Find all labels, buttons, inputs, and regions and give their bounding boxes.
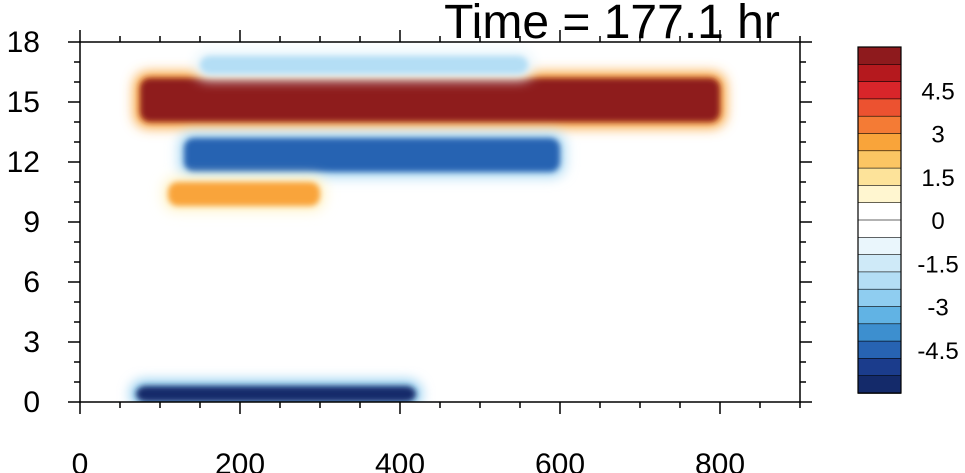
colorbar: 4.5 3 1.5 0 -1.5 -3 -4.5 xyxy=(857,46,959,394)
chart-title: Time = 177.1 hr xyxy=(444,0,780,49)
colorbar-segment xyxy=(857,323,902,342)
heatmap-feature xyxy=(136,386,416,402)
colorbar-segment xyxy=(857,115,902,135)
colorbar-segment xyxy=(857,254,902,273)
colorbar-segment xyxy=(857,340,902,360)
heatmap-feature xyxy=(140,78,720,122)
colorbar-label: -4.5 xyxy=(917,338,958,365)
y-tick-label: 0 xyxy=(23,386,40,419)
colorbar-segment xyxy=(857,202,902,221)
x-tick-label: 600 xyxy=(535,448,585,473)
x-tick-label: 0 xyxy=(72,448,89,473)
y-tick-label: 9 xyxy=(23,206,40,239)
heatmap-feature xyxy=(168,182,320,206)
y-tick-label: 15 xyxy=(7,86,40,119)
x-tick-label: 200 xyxy=(215,448,265,473)
x-tick-label: 400 xyxy=(375,448,425,473)
colorbar-segment xyxy=(857,46,902,66)
colorbar-label: 0 xyxy=(931,208,944,235)
colorbar-label: 1.5 xyxy=(921,165,954,192)
heatmap-field xyxy=(130,50,726,402)
y-tick-label: 3 xyxy=(23,326,40,359)
colorbar-segment xyxy=(857,133,902,152)
colorbar-label: 4.5 xyxy=(921,78,954,105)
colorbar-segment xyxy=(857,167,902,187)
colorbar-frame xyxy=(857,46,902,394)
x-tick-label: 800 xyxy=(695,448,745,473)
colorbar-segment xyxy=(857,98,902,118)
colorbar-segment xyxy=(857,306,902,325)
y-tick-label: 6 xyxy=(23,266,40,299)
colorbar-segment xyxy=(857,375,902,394)
heatmap-feature xyxy=(200,56,528,74)
colorbar-segment xyxy=(857,288,902,308)
heatmap-feature xyxy=(184,138,560,172)
colorbar-label: 3 xyxy=(931,122,944,149)
colorbar-segment xyxy=(857,81,902,100)
colorbar-segment xyxy=(857,219,902,239)
y-tick-label: 12 xyxy=(7,146,40,179)
colorbar-label: -1.5 xyxy=(917,251,958,278)
axes: 0 200 400 600 800 0 3 6 9 12 15 18 xyxy=(7,26,812,473)
y-tick-label: 18 xyxy=(7,26,40,59)
colorbar-segment xyxy=(857,150,902,169)
colorbar-segment xyxy=(857,237,902,256)
colorbar-label: -3 xyxy=(927,295,948,322)
colorbar-segment xyxy=(857,185,902,204)
colorbar-segment xyxy=(857,271,902,290)
colorbar-segment xyxy=(857,64,902,83)
colorbar-segment xyxy=(857,358,902,377)
